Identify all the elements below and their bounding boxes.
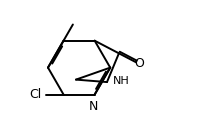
Text: Cl: Cl [29,88,41,101]
Text: N: N [89,100,98,113]
Text: NH: NH [113,76,129,86]
Text: O: O [134,57,144,70]
